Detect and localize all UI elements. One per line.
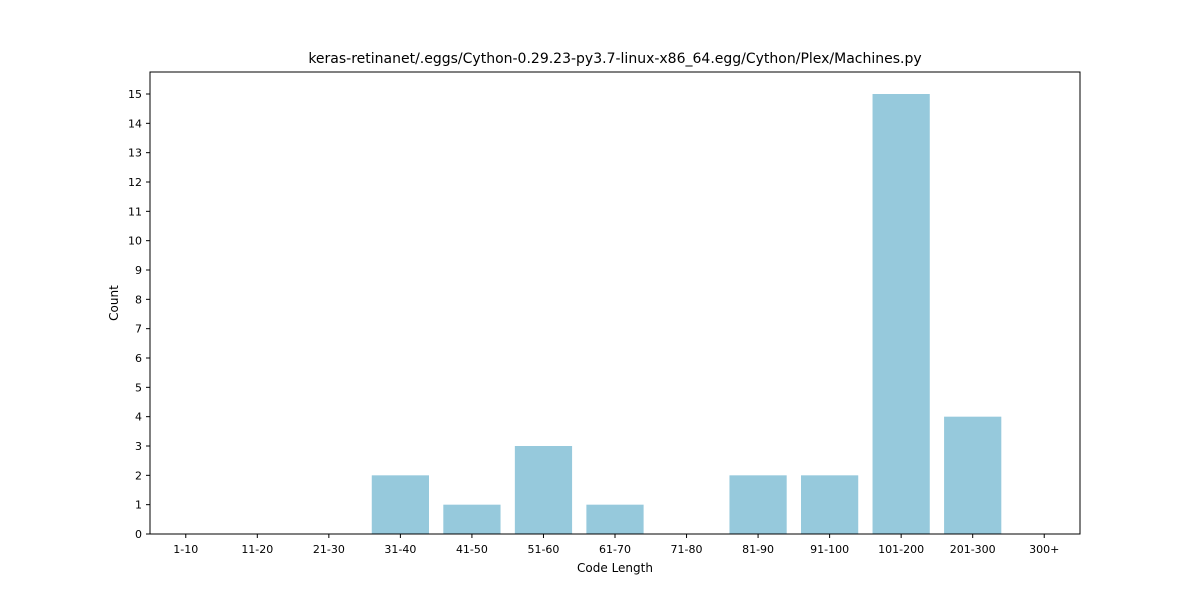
y-tick-label: 9 [135,264,142,277]
y-axis-label: Count [107,285,121,321]
bars-group [371,94,1002,534]
y-tick-label: 4 [135,411,142,424]
bar-201-300 [944,416,1002,534]
x-tick-label: 41-50 [456,543,488,556]
y-tick-label: 10 [128,235,142,248]
x-axis-ticks: 1-10 11-20 21-30 31-40 41-50 51-60 61-70 71-80 8… [173,534,1059,556]
y-tick-label: 14 [128,117,142,130]
x-tick-label: 1-10 [173,543,198,556]
x-tick-label: 101-200 [878,543,924,556]
x-tick-label: 21-30 [313,543,345,556]
chart-title: keras-retinanet/.eggs/Cython-0.29.23-py3… [308,51,921,67]
y-tick-label: 3 [135,440,142,453]
y-tick-label: 5 [135,381,142,394]
x-tick-label: 91-100 [810,543,849,556]
bar-61-70 [586,504,644,534]
y-tick-label: 12 [128,176,142,189]
y-tick-label: 6 [135,352,142,365]
bar-91-100 [801,475,859,534]
x-axis-label: Code Length [577,561,653,575]
bar-31-40 [371,475,429,534]
bar-101-200 [872,94,930,534]
x-tick-label: 51-60 [527,543,559,556]
y-tick-label: 15 [128,88,142,101]
x-tick-label: 11-20 [241,543,273,556]
bar-41-50 [443,504,501,534]
x-tick-label: 300+ [1029,543,1059,556]
x-tick-label: 71-80 [671,543,703,556]
x-tick-label: 201-300 [950,543,996,556]
y-tick-label: 13 [128,147,142,160]
y-tick-label: 11 [128,205,142,218]
plot-area-frame [149,71,1081,535]
y-tick-label: 1 [135,499,142,512]
bar-51-60 [514,446,573,534]
x-tick-label: 61-70 [599,543,631,556]
y-tick-label: 7 [135,323,142,336]
x-tick-label: 81-90 [742,543,774,556]
x-tick-label: 31-40 [384,543,416,556]
bar-81-90 [729,475,787,534]
y-tick-label: 2 [135,469,142,482]
y-tick-label: 0 [135,528,142,541]
y-tick-label: 8 [135,293,142,306]
